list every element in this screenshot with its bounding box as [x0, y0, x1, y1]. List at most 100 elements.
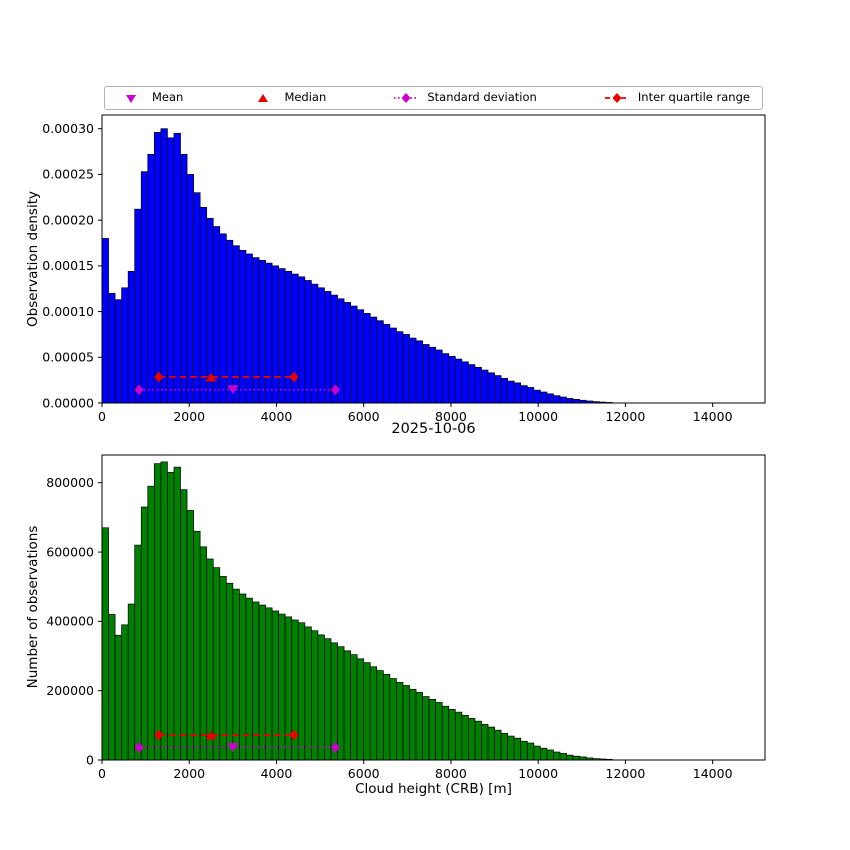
bar	[428, 698, 437, 761]
bar	[448, 709, 456, 761]
bar	[225, 239, 234, 404]
legend-item-std: Standard deviation	[392, 91, 537, 105]
bar	[304, 626, 312, 761]
iqr-diamond-icon	[289, 729, 299, 741]
bar	[304, 280, 312, 404]
legend-label-iqr: Inter quartile range	[637, 90, 750, 105]
y-tick-label: 0.00015	[42, 258, 94, 273]
y-tick-label: 0.00025	[42, 167, 94, 182]
histogram-bars-bottom	[101, 461, 613, 761]
bar	[513, 382, 522, 404]
bar	[180, 153, 188, 404]
bar	[507, 380, 515, 404]
bar	[468, 718, 476, 761]
bar	[500, 732, 509, 761]
bar	[160, 461, 168, 761]
bar	[494, 729, 502, 761]
bar	[160, 128, 168, 404]
bar	[402, 334, 410, 404]
y-tick-label: 0	[86, 752, 94, 767]
bar	[121, 624, 129, 761]
std-deviation-diamond-icon	[134, 742, 144, 754]
bar	[559, 753, 567, 761]
x-tick-label: 2000	[173, 766, 205, 781]
bar	[441, 705, 450, 761]
mean-triangle-down-icon	[227, 743, 239, 753]
x-tick-label: 0	[98, 409, 106, 424]
bar	[206, 558, 214, 761]
x-axis-label: Cloud height (CRB) [m]	[355, 781, 512, 797]
bar	[147, 153, 155, 404]
mean-triangle-down-icon	[126, 95, 136, 103]
bar	[363, 662, 371, 761]
bar	[271, 265, 280, 404]
bar	[317, 634, 325, 761]
bar	[153, 132, 162, 404]
bar	[494, 375, 502, 404]
bar	[428, 346, 437, 404]
bar	[180, 489, 188, 761]
bar	[134, 208, 142, 404]
bar	[474, 366, 482, 404]
iqr-diamond-icon	[289, 371, 299, 383]
bar	[461, 361, 469, 404]
bar	[572, 755, 580, 761]
y-ticks-bottom: 0 200000 400000 600000 800000	[46, 475, 102, 767]
legend-item-median: Median	[249, 91, 326, 105]
bar	[101, 527, 109, 761]
bar	[114, 299, 122, 404]
bar	[297, 276, 306, 404]
bar	[454, 711, 463, 761]
bar	[193, 192, 201, 404]
iqr-diamond-icon	[154, 729, 164, 741]
bar	[167, 137, 175, 404]
x-ticks-top: 0 2000 4000 6000 8000 10000 12000 14000	[98, 403, 733, 424]
bar	[193, 530, 201, 761]
mean-triangle-down-icon	[227, 385, 239, 395]
bar	[225, 582, 234, 761]
bar	[415, 692, 423, 761]
bar	[173, 466, 181, 761]
bar	[422, 696, 430, 761]
axes-frame-bottom	[101, 454, 766, 761]
legend-item-mean: Mean	[117, 91, 183, 105]
date-title: 2025-10-06	[391, 421, 476, 437]
bar	[513, 737, 522, 761]
bar	[487, 726, 495, 761]
bar	[271, 610, 280, 761]
bar	[533, 389, 541, 404]
median-triangle-up-icon	[205, 730, 217, 740]
bar	[186, 174, 194, 404]
bar	[284, 270, 293, 404]
bar	[540, 747, 548, 761]
bar	[343, 650, 351, 761]
y-tick-label: 600000	[46, 544, 94, 559]
bar	[566, 754, 574, 761]
x-tick-label: 12000	[606, 409, 646, 424]
std-deviation-diamond-icon	[134, 384, 144, 396]
bar	[487, 372, 495, 404]
bar	[546, 393, 554, 404]
median-triangle-up-icon	[205, 372, 217, 382]
bar	[101, 238, 109, 404]
y-tick-label: 400000	[46, 614, 94, 629]
bar	[468, 364, 476, 404]
y-tick-label: 0.00000	[42, 395, 94, 410]
bar	[553, 395, 561, 404]
bar	[147, 485, 155, 761]
x-tick-label: 6000	[348, 409, 380, 424]
bar	[376, 670, 384, 761]
x-tick-label: 4000	[261, 409, 293, 424]
bar	[533, 745, 541, 761]
bar	[265, 262, 273, 404]
bar	[167, 471, 175, 761]
bar	[140, 506, 149, 761]
x-tick-label: 0	[98, 766, 106, 781]
bar	[173, 132, 181, 404]
std-deviation-diamond-icon	[330, 742, 340, 754]
x-tick-label: 14000	[693, 409, 733, 424]
bar	[481, 723, 489, 761]
x-tick-label: 4000	[261, 766, 293, 781]
bar	[396, 682, 404, 761]
